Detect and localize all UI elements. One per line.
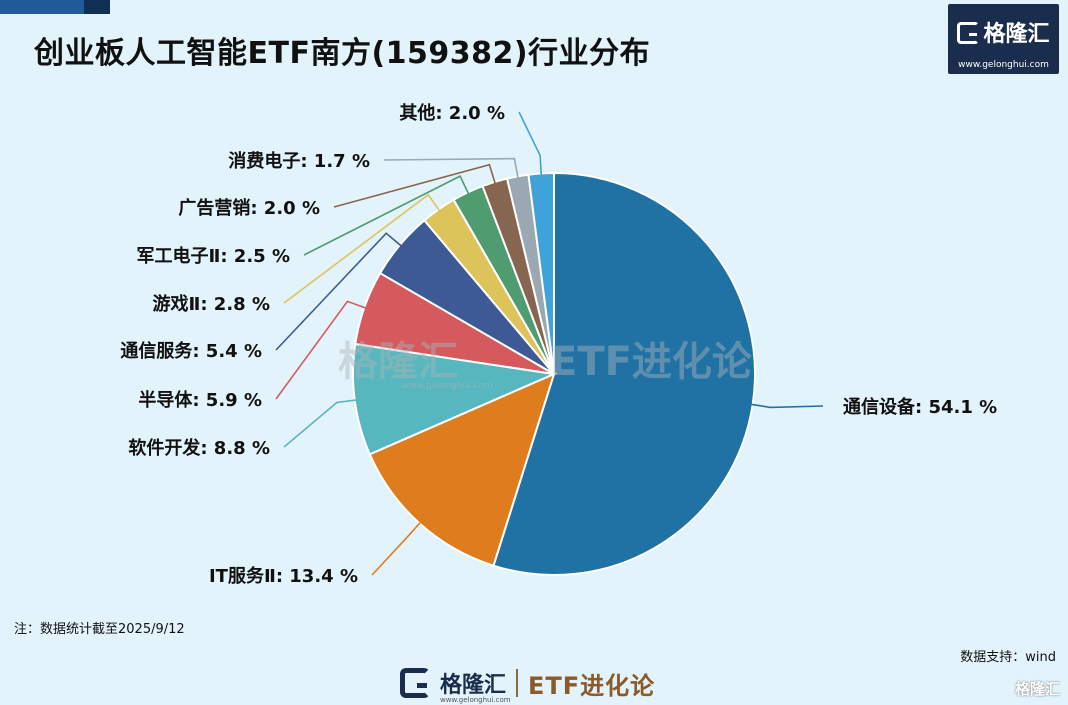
slice-label-1: 通信设备: 54.1 % <box>843 396 997 418</box>
corner-watermark: 格隆汇 <box>1014 680 1060 698</box>
slice-label-4: 半导体: 5.9 % <box>138 389 262 411</box>
leader-line-5 <box>275 232 403 351</box>
slice-label-3: 软件开发: 8.8 % <box>128 437 270 459</box>
footer-etf-brand: ETF进化论 <box>528 671 656 700</box>
footnote: 注：数据统计截至2025/9/12 <box>14 622 185 637</box>
leader-line-6 <box>283 193 441 304</box>
footer-brand: 格隆汇 <box>440 673 507 698</box>
leader-line-7 <box>303 175 470 256</box>
leader-line-3 <box>283 399 357 448</box>
footer-divider <box>516 669 519 697</box>
slice-label-2: IT服务Ⅱ: 13.4 % <box>209 565 358 587</box>
slice-label-5: 通信服务: 5.4 % <box>120 340 262 362</box>
g-logo-icon <box>957 22 980 44</box>
brand-url: www.gelonghui.com <box>958 60 1049 70</box>
corner-accent-bar <box>0 0 110 14</box>
slice-label-9: 消费电子: 1.7 % <box>228 150 370 172</box>
chart-title: 创业板人工智能ETF南方(159382)行业分布 <box>34 36 651 71</box>
leader-line-1 <box>750 403 824 409</box>
leader-line-4 <box>275 300 367 400</box>
leader-line-10 <box>518 111 543 176</box>
watermark-brand: 格隆汇 <box>338 339 458 385</box>
slice-label-6: 游戏Ⅱ: 2.8 % <box>152 293 270 315</box>
slice-label-8: 广告营销: 2.0 % <box>178 197 320 219</box>
watermark: 格隆汇 www.gelonghui.com ETF进化论 <box>338 339 753 391</box>
footer-g-logo-icon <box>400 668 430 698</box>
slice-label-7: 军工电子Ⅱ: 2.5 % <box>136 245 290 267</box>
brand-logo: 格隆汇 www.gelonghui.com <box>948 4 1059 74</box>
slice-label-10: 其他: 2.0 % <box>399 102 505 124</box>
leader-lines <box>275 111 824 576</box>
footer-logo: 格隆汇 ETF进化论 <box>400 664 655 702</box>
leader-line-8 <box>333 163 497 208</box>
leader-line-9 <box>383 157 519 179</box>
watermark-url: www.gelonghui.com <box>402 381 493 391</box>
data-source: 数据支持：wind <box>960 650 1056 665</box>
leader-line-2 <box>371 521 422 576</box>
watermark-etf: ETF进化论 <box>550 339 753 385</box>
pie-slices <box>352 171 756 576</box>
brand-logo-text: 格隆汇 <box>948 16 1059 48</box>
slice-labels: 通信设备: 54.1 % IT服务Ⅱ: 13.4 % 软件开发: 8.8 % 半导体:… <box>120 102 997 587</box>
footer-url: www.gelonghui.com <box>440 696 511 704</box>
brand-name: 格隆汇 <box>983 22 1050 47</box>
